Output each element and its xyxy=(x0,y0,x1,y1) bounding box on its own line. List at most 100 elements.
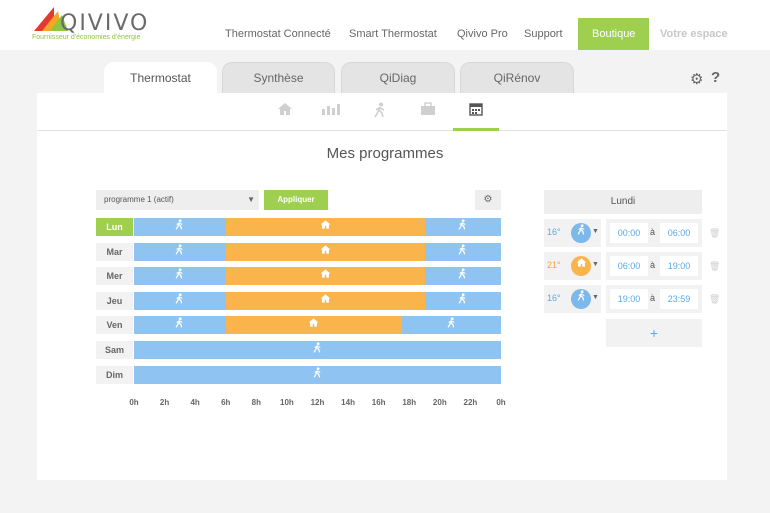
caret-down-icon: ▼ xyxy=(247,195,255,204)
day-label-mar[interactable]: Mar xyxy=(96,243,133,261)
time-slot: 21° ▼ 06:00 à 19:00 🗑 xyxy=(544,252,720,280)
settings-gear-icon[interactable]: ⚙ xyxy=(690,71,704,88)
calendar-icon[interactable] xyxy=(465,102,487,120)
day-label-sam[interactable]: Sam xyxy=(96,341,133,359)
home-icon xyxy=(308,318,319,330)
active-subnav-indicator xyxy=(453,128,499,131)
schedule-segment-eco[interactable] xyxy=(134,316,226,334)
schedule-segment-eco[interactable] xyxy=(134,366,501,384)
walking-icon xyxy=(457,219,468,232)
brand-tagline: Fournisseur d'économies d'énergie xyxy=(32,34,141,41)
walking-icon xyxy=(174,244,185,257)
brand-name: QIVIVO xyxy=(60,11,150,36)
slot-separator: à xyxy=(650,293,656,303)
trash-icon[interactable]: 🗑 xyxy=(709,261,721,271)
time-slot: 16° ▼ 19:00 à 23:59 🗑 xyxy=(544,285,720,313)
program-settings-gear-icon[interactable]: ⚙ xyxy=(475,190,501,210)
schedule-segment-eco[interactable] xyxy=(134,341,501,359)
caret-down-icon: ▼ xyxy=(592,261,599,268)
schedule-segment-eco[interactable] xyxy=(424,243,501,261)
hour-tick-label: 14h xyxy=(341,398,355,407)
schedule-segment-comfort[interactable] xyxy=(225,292,425,310)
slot-end-time[interactable]: 23:59 xyxy=(660,289,698,309)
program-select[interactable]: programme 1 (actif) ▼ xyxy=(96,190,259,210)
day-label-dim[interactable]: Dim xyxy=(96,366,133,384)
schedule-segment-eco[interactable] xyxy=(424,292,501,310)
main-nav: Thermostat Connecté Smart Thermostat Qiv… xyxy=(0,18,770,50)
walking-icon xyxy=(174,293,185,306)
hour-tick-label: 20h xyxy=(432,398,447,407)
schedule-segment-comfort[interactable] xyxy=(225,243,425,261)
day-label-jeu[interactable]: Jeu xyxy=(96,292,133,310)
home-icon xyxy=(320,245,331,257)
walking-icon xyxy=(174,219,185,232)
nav-thermostat-connecte[interactable]: Thermostat Connecté xyxy=(225,28,331,40)
schedule-segment-eco[interactable] xyxy=(134,243,226,261)
apply-button[interactable]: Appliquer xyxy=(264,190,328,210)
schedule-segment-eco[interactable] xyxy=(424,267,501,285)
day-label-lun[interactable]: Lun xyxy=(96,218,133,236)
slot-start-time[interactable]: 19:00 xyxy=(610,289,648,309)
home-icon xyxy=(571,256,591,276)
schedule-segment-eco[interactable] xyxy=(401,316,501,334)
nav-smart-thermostat[interactable]: Smart Thermostat xyxy=(349,28,437,40)
schedule-segment-eco[interactable] xyxy=(134,292,226,310)
hour-tick-label: 2h xyxy=(159,398,170,407)
brand-logo[interactable]: QIVIVO Fournisseur d'économies d'énergie xyxy=(30,3,170,47)
walking-icon xyxy=(446,317,457,330)
schedule-segment-eco[interactable] xyxy=(134,218,226,236)
hour-tick-label: 10h xyxy=(280,398,294,407)
day-detail-title: Lundi xyxy=(544,190,702,214)
tab-qirenov[interactable]: QiRénov xyxy=(460,62,574,93)
day-label-ven[interactable]: Ven xyxy=(96,316,133,334)
caret-down-icon: ▼ xyxy=(592,228,599,235)
top-header: QIVIVO Fournisseur d'économies d'énergie… xyxy=(0,0,770,50)
slot-times: 00:00 à 06:00 xyxy=(606,219,702,247)
chart-icon[interactable] xyxy=(320,102,342,120)
hour-tick-label: 0h xyxy=(129,398,139,407)
walking-icon xyxy=(457,244,468,257)
nav-boutique-button[interactable]: Boutique xyxy=(578,18,650,50)
walking-icon xyxy=(174,268,185,281)
walking-icon[interactable] xyxy=(369,102,391,120)
slot-start-time[interactable]: 06:00 xyxy=(610,256,648,276)
slot-end-time[interactable]: 06:00 xyxy=(660,223,698,243)
slot-times: 19:00 à 23:59 xyxy=(606,285,702,313)
schedule-segment-eco[interactable] xyxy=(424,218,501,236)
nav-votre-espace[interactable]: Votre espace xyxy=(660,28,728,40)
briefcase-icon[interactable] xyxy=(417,102,439,120)
schedule-segment-comfort[interactable] xyxy=(225,267,425,285)
hour-tick-label: 22h xyxy=(463,398,478,407)
slot-temperature-select[interactable]: 16° ▼ xyxy=(544,285,601,313)
tab-thermostat[interactable]: Thermostat xyxy=(104,62,217,93)
hour-tick-label: 18h xyxy=(402,398,417,407)
slot-start-time[interactable]: 00:00 xyxy=(610,223,648,243)
walking-icon xyxy=(174,317,185,330)
home-icon xyxy=(320,269,331,281)
slot-end-time[interactable]: 19:00 xyxy=(660,256,698,276)
trash-icon[interactable]: 🗑 xyxy=(709,228,721,238)
schedule-segment-comfort[interactable] xyxy=(225,218,425,236)
tab-synthese[interactable]: Synthèse xyxy=(222,62,335,93)
home-icon xyxy=(320,220,331,232)
help-icon[interactable]: ? xyxy=(711,69,721,86)
sub-nav-bar xyxy=(37,93,727,131)
nav-qivivo-pro[interactable]: Qivivo Pro xyxy=(457,28,508,40)
home-icon[interactable] xyxy=(274,102,296,120)
day-label-mer[interactable]: Mer xyxy=(96,267,133,285)
slot-temperature: 21° xyxy=(547,260,561,270)
trash-icon[interactable]: 🗑 xyxy=(709,294,721,304)
slot-separator: à xyxy=(650,227,656,237)
slot-separator: à xyxy=(650,260,656,270)
slot-temperature-select[interactable]: 16° ▼ xyxy=(544,219,601,247)
hour-tick-label: 0h xyxy=(496,398,506,407)
schedule-segment-eco[interactable] xyxy=(134,267,226,285)
add-slot-button[interactable]: + xyxy=(606,319,702,347)
slot-temperature-select[interactable]: 21° ▼ xyxy=(544,252,601,280)
schedule-segment-comfort[interactable] xyxy=(225,316,402,334)
time-slot: 16° ▼ 00:00 à 06:00 🗑 xyxy=(544,219,720,247)
tab-qidiag[interactable]: QiDiag xyxy=(341,62,455,93)
walking-icon xyxy=(571,289,591,309)
slot-temperature: 16° xyxy=(547,227,561,237)
nav-support[interactable]: Support xyxy=(524,28,563,40)
